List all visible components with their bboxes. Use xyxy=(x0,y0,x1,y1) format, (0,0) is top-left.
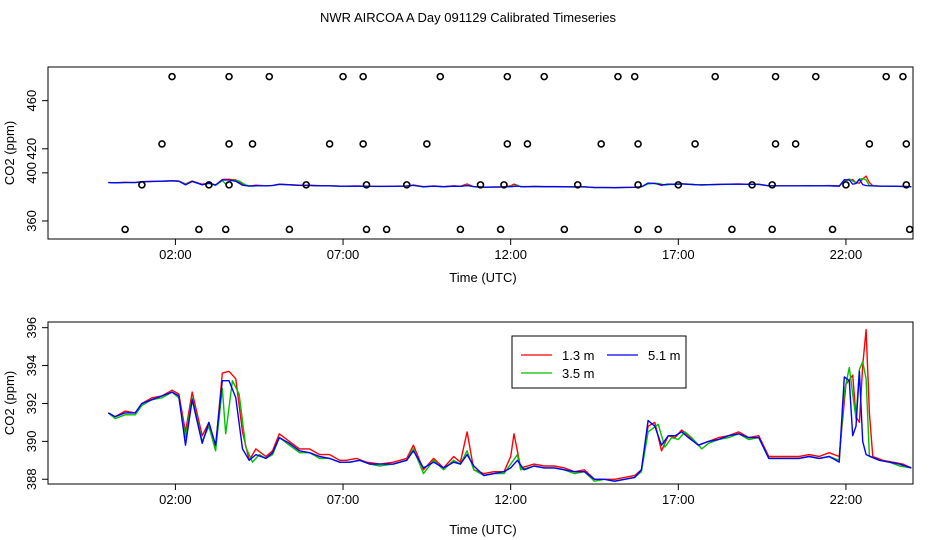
figure-title: NWR AIRCOA A Day 091129 Calibrated Times… xyxy=(320,10,616,25)
flag-point xyxy=(905,225,914,234)
flag-point xyxy=(382,225,391,234)
top-y-axis-label: CO2 (ppm) xyxy=(2,121,17,185)
top-x-tick-label: 22:00 xyxy=(830,247,863,262)
flag-point xyxy=(634,225,642,234)
top-x-tick-label: 02:00 xyxy=(159,247,192,262)
flag-point xyxy=(842,181,850,189)
bottom-y-tick-label: 394 xyxy=(24,355,39,377)
top-x-tick-label: 07:00 xyxy=(327,247,360,262)
bottom-x-tick-label: 12:00 xyxy=(494,492,527,507)
flag-point xyxy=(285,225,294,234)
flag-point xyxy=(325,140,334,148)
top-y-tick-label: 420 xyxy=(24,138,39,160)
flag-point xyxy=(225,140,233,148)
flag-point xyxy=(503,140,512,148)
legend-label-5-1m: 5.1 m xyxy=(648,348,681,363)
flag-point xyxy=(828,225,837,234)
flag-point xyxy=(121,225,129,234)
bottom-y-tick-label: 396 xyxy=(24,317,39,339)
flag-point xyxy=(882,72,890,81)
bottom-x-tick-label: 22:00 xyxy=(830,492,863,507)
flag-point xyxy=(674,181,683,189)
flag-point xyxy=(302,181,310,189)
flag-point xyxy=(597,140,605,148)
flag-point xyxy=(362,225,371,234)
flag-point xyxy=(899,72,907,81)
flag-point xyxy=(573,181,582,189)
flag-point xyxy=(248,140,257,148)
flag-point xyxy=(402,181,411,189)
bottom-plot-frame xyxy=(47,321,914,485)
top-x-axis-label: Time (UTC) xyxy=(449,270,516,285)
bottom-x-axis-label: Time (UTC) xyxy=(449,522,516,537)
flag-point xyxy=(456,225,465,234)
flag-point xyxy=(138,181,146,189)
flag-point xyxy=(225,181,233,189)
flag-point xyxy=(540,72,549,81)
flag-point xyxy=(768,181,776,189)
top-series-line-51m xyxy=(108,178,912,189)
series-line-35m xyxy=(107,361,912,482)
top-y-tick-label: 400 xyxy=(24,162,39,184)
bottom-y-axis-label: CO2 (ppm) xyxy=(2,371,17,435)
series-line-13m xyxy=(107,328,912,480)
top-y-tick-label: 460 xyxy=(24,90,39,112)
flag-point xyxy=(560,225,569,234)
flag-point xyxy=(476,181,485,189)
bottom-x-tick-label: 07:00 xyxy=(327,492,360,507)
flag-point xyxy=(748,181,756,189)
bottom-x-tick-label: 17:00 xyxy=(662,492,695,507)
flag-point xyxy=(500,181,508,189)
flag-point xyxy=(503,72,512,81)
flag-point xyxy=(768,225,776,234)
flag-point xyxy=(225,72,233,81)
legend-label-1-3m: 1.3 m xyxy=(562,348,595,363)
bottom-y-tick-label: 392 xyxy=(24,393,39,415)
flag-point xyxy=(791,140,800,148)
top-plot-frame xyxy=(47,66,914,240)
flag-point xyxy=(362,181,371,189)
flag-point xyxy=(902,181,911,189)
flag-point xyxy=(634,181,642,189)
flag-point xyxy=(523,140,532,148)
bottom-y-tick-label: 388 xyxy=(24,468,39,490)
flag-point xyxy=(634,140,642,148)
flag-point xyxy=(614,72,622,81)
flag-point xyxy=(691,140,699,148)
flag-point xyxy=(902,140,911,148)
flag-point xyxy=(195,225,203,234)
flag-point xyxy=(265,72,274,81)
flag-point xyxy=(630,72,639,81)
flag-point xyxy=(158,140,166,148)
legend: 1.3 m 5.1 m 3.5 m xyxy=(511,335,687,389)
flag-point xyxy=(654,225,662,234)
top-panel-flags-chart: 02:00 07:00 12:00 17:00 22:00 360 400 420 460 Ti… xyxy=(2,66,914,285)
flag-point xyxy=(359,140,367,148)
top-x-tick-label: 17:00 xyxy=(662,247,695,262)
flag-point xyxy=(205,181,213,189)
legend-label-3-5m: 3.5 m xyxy=(562,366,595,381)
flag-point xyxy=(221,225,230,234)
flag-point xyxy=(339,72,347,81)
flag-point xyxy=(771,140,780,148)
flag-point xyxy=(423,140,431,148)
flag-point xyxy=(771,72,780,81)
bottom-panel-line-chart: 02:00 07:00 12:00 17:00 22:00 388 390 392 394 396… xyxy=(2,317,914,537)
flag-point xyxy=(359,72,367,81)
flag-point xyxy=(728,225,736,234)
flag-point xyxy=(811,72,820,81)
series-line-51m xyxy=(107,370,912,482)
top-y-tick-label: 360 xyxy=(24,210,39,232)
flag-point xyxy=(436,72,445,81)
flag-point xyxy=(168,72,176,81)
legend-box xyxy=(511,335,687,389)
flag-point xyxy=(496,225,505,234)
top-x-tick-label: 12:00 xyxy=(494,247,527,262)
flag-point xyxy=(865,140,874,148)
bottom-y-tick-label: 390 xyxy=(24,431,39,453)
bottom-x-tick-label: 02:00 xyxy=(159,492,192,507)
flag-point xyxy=(711,72,719,81)
